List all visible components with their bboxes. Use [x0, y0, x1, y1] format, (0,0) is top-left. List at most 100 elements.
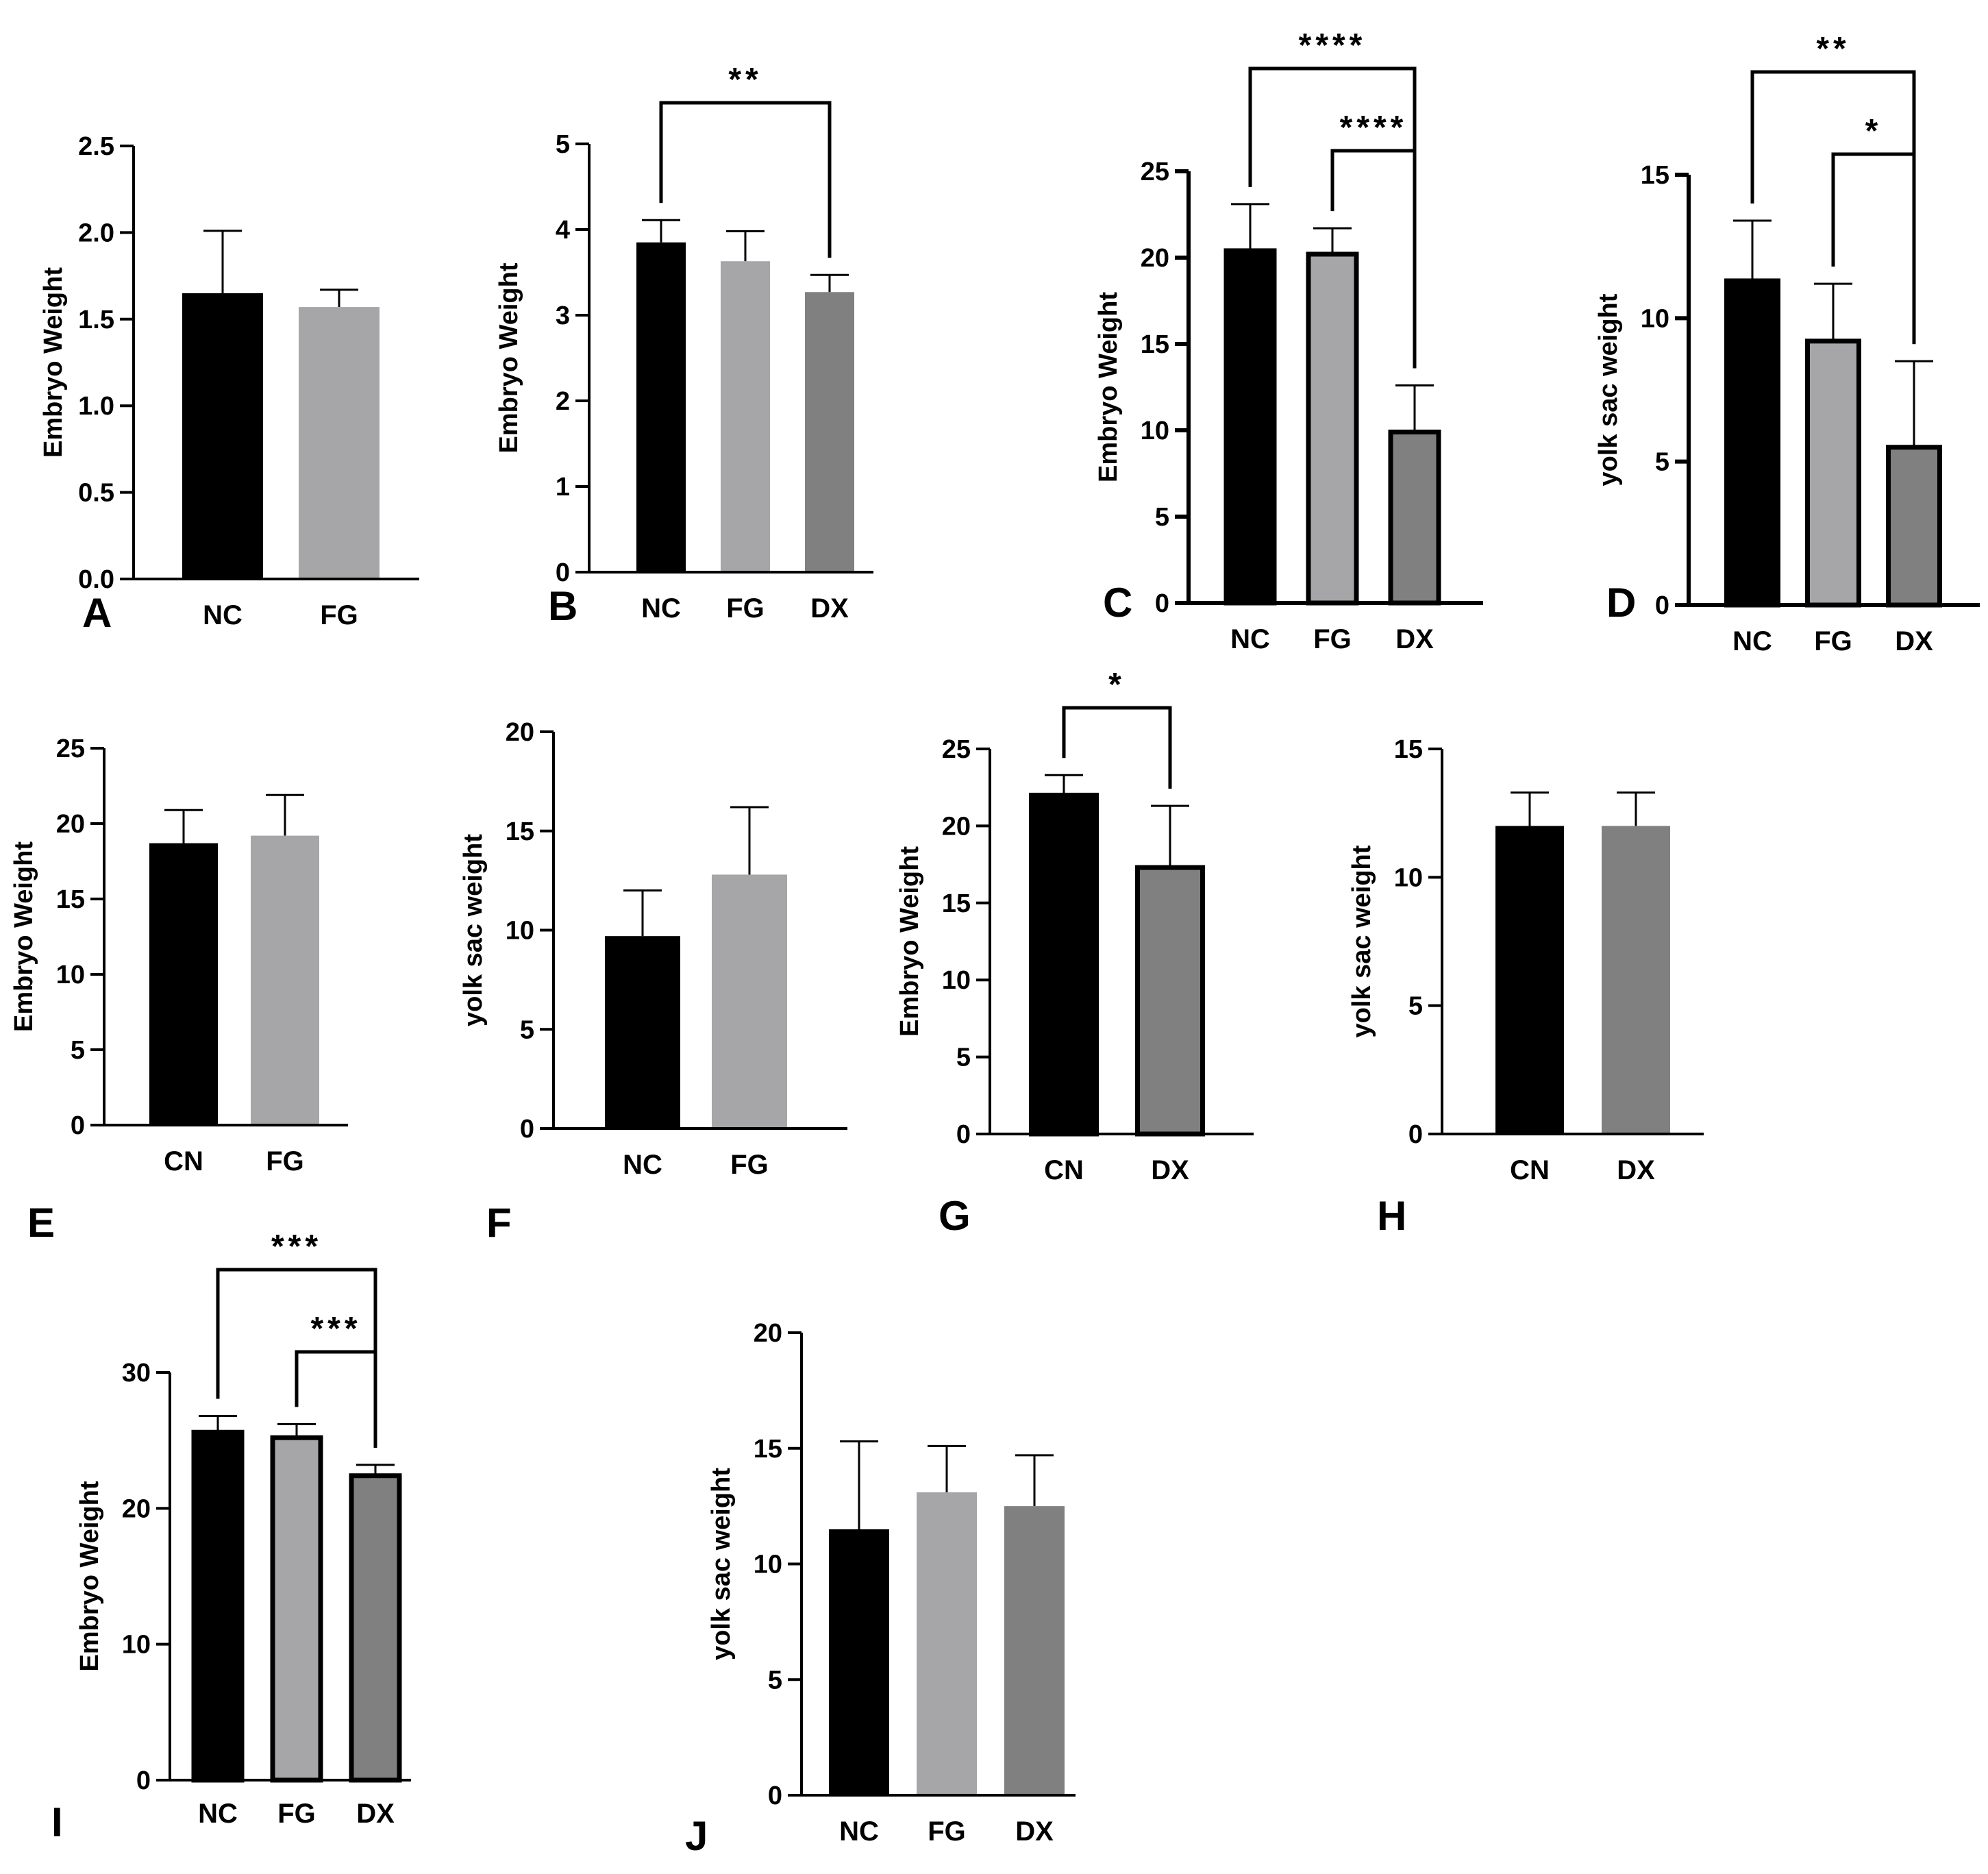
x-tick-label-j-fg: FG — [928, 1816, 966, 1847]
y-axis-label-b: Embryo Weight — [495, 262, 523, 453]
x-tick-label-e-fg: FG — [266, 1146, 304, 1176]
bar-e-fg — [251, 835, 319, 1125]
y-axis-label-g: Embryo Weight — [895, 846, 924, 1037]
significance-bracket-g — [1062, 706, 1172, 789]
y-tick-label-b: 2 — [556, 387, 570, 416]
bar-i-nc — [191, 1429, 245, 1783]
y-tick-label-d: 5 — [1655, 448, 1669, 477]
y-axis-label-f: yolk sac weight — [459, 834, 488, 1026]
bar-b-fg — [721, 261, 770, 572]
significance-bracket-d — [1831, 152, 1916, 345]
y-tick-label-c: 15 — [1141, 330, 1169, 359]
panel-letter-c: C — [1103, 580, 1132, 626]
x-tick-label-f-nc: NC — [623, 1150, 662, 1180]
x-tick-label-g-dx: DX — [1151, 1155, 1189, 1185]
y-tick-label-g: 25 — [942, 735, 971, 764]
y-tick-label-g: 15 — [942, 889, 971, 918]
bar-e-cn — [149, 843, 218, 1125]
y-tick-label-e: 10 — [56, 961, 85, 989]
bar-d-dx — [1886, 445, 1942, 608]
y-tick-label-b: 0 — [556, 558, 570, 587]
x-tick-label-j-dx: DX — [1015, 1816, 1054, 1847]
y-tick-label-h: 15 — [1394, 735, 1423, 764]
y-tick-label-e: 25 — [56, 735, 85, 763]
x-tick-label-b-dx: DX — [810, 593, 849, 624]
x-tick-label-g-cn: CN — [1044, 1155, 1084, 1185]
x-tick-label-b-nc: NC — [641, 593, 681, 624]
y-tick-label-j: 10 — [754, 1551, 782, 1579]
y-tick-label-g: 20 — [942, 812, 971, 841]
panel-letter-h: H — [1377, 1193, 1406, 1239]
significance-label-i: *** — [271, 1229, 322, 1265]
bar-j-nc — [829, 1529, 889, 1795]
x-tick-label-d-nc: NC — [1732, 626, 1772, 656]
bar-d-fg — [1805, 338, 1861, 608]
y-axis-label-d: yolk sac weight — [1594, 293, 1623, 486]
bar-j-fg — [917, 1492, 977, 1795]
bar-i-fg — [270, 1435, 323, 1783]
bar-h-dx — [1602, 826, 1670, 1134]
y-tick-label-c: 0 — [1155, 589, 1169, 618]
x-tick-label-e-cn: CN — [164, 1146, 203, 1176]
y-axis-label-i: Embryo Weight — [75, 1481, 104, 1671]
chart-panel-c: NC FG DX 0 5 10 15 20 25 Embryo Weight **** **** C — [1094, 27, 1483, 654]
y-tick-label-j: 0 — [768, 1781, 782, 1810]
significance-label-c: **** — [1299, 27, 1367, 64]
y-tick-label-c: 5 — [1155, 503, 1169, 532]
y-tick-label-g: 0 — [956, 1120, 971, 1149]
x-tick-label-i-dx: DX — [356, 1799, 395, 1829]
y-tick-label-g: 10 — [942, 966, 971, 995]
y-tick-label-a: 2.5 — [78, 132, 114, 161]
panel-letter-g: G — [939, 1193, 971, 1239]
significance-bracket-i — [295, 1350, 377, 1448]
chart-panel-i: NC FG DX 0 10 20 30 Embryo Weight *** *** I — [51, 1229, 411, 1845]
y-tick-label-c: 25 — [1141, 158, 1169, 186]
x-tick-label-a-nc: NC — [203, 600, 243, 630]
bar-f-fg — [712, 874, 787, 1129]
significance-bracket-b — [659, 101, 832, 258]
y-tick-label-f: 0 — [520, 1115, 534, 1144]
panel-letter-d: D — [1606, 580, 1636, 626]
y-tick-label-b: 4 — [556, 216, 570, 245]
x-tick-label-h-cn: CN — [1510, 1155, 1550, 1185]
y-tick-label-i: 10 — [122, 1631, 151, 1660]
chart-panel-g: CN DX 0 5 10 15 20 25 Embryo Weight * G — [895, 667, 1254, 1239]
bar-a-fg — [299, 307, 380, 579]
bar-c-fg — [1306, 251, 1359, 606]
y-tick-label-d: 10 — [1641, 304, 1669, 333]
x-tick-label-h-dx: DX — [1617, 1155, 1655, 1185]
panel-letter-b: B — [548, 583, 577, 629]
significance-label-i: *** — [310, 1311, 361, 1347]
bar-f-nc — [605, 936, 680, 1129]
y-tick-label-h: 0 — [1408, 1120, 1423, 1149]
y-axis-label-e: Embryo Weight — [10, 841, 38, 1032]
panel-letter-a: A — [82, 590, 112, 636]
y-tick-label-d: 15 — [1641, 161, 1669, 190]
y-tick-label-f: 20 — [506, 718, 534, 747]
y-tick-label-f: 5 — [520, 1015, 534, 1044]
x-tick-label-c-fg: FG — [1313, 624, 1352, 654]
y-tick-label-c: 20 — [1141, 244, 1169, 273]
x-tick-label-i-fg: FG — [277, 1799, 316, 1829]
y-tick-label-e: 20 — [56, 810, 85, 839]
bar-a-nc — [182, 293, 263, 579]
bar-i-dx — [349, 1473, 402, 1783]
significance-label-g: * — [1108, 667, 1126, 703]
bar-g-cn — [1029, 792, 1099, 1137]
chart-panel-f: NC FG 0 5 10 15 20 yolk sac weight F — [459, 718, 847, 1246]
y-axis-label-c: Embryo Weight — [1094, 292, 1123, 482]
y-tick-label-b: 3 — [556, 301, 570, 330]
y-tick-label-j: 5 — [768, 1666, 782, 1694]
x-tick-label-a-fg: FG — [320, 600, 358, 630]
bar-h-cn — [1495, 826, 1564, 1134]
y-tick-label-f: 10 — [506, 917, 534, 946]
chart-panel-e: CN FG 0 5 10 15 20 25 Embryo Weight E — [10, 735, 348, 1246]
y-tick-label-h: 5 — [1408, 992, 1423, 1021]
bar-c-nc — [1223, 248, 1277, 606]
x-tick-label-c-nc: NC — [1230, 624, 1270, 654]
x-tick-label-d-dx: DX — [1895, 626, 1933, 656]
y-tick-label-e: 15 — [56, 885, 85, 914]
bar-g-dx — [1135, 865, 1205, 1137]
y-tick-label-a: 0.0 — [78, 565, 114, 594]
